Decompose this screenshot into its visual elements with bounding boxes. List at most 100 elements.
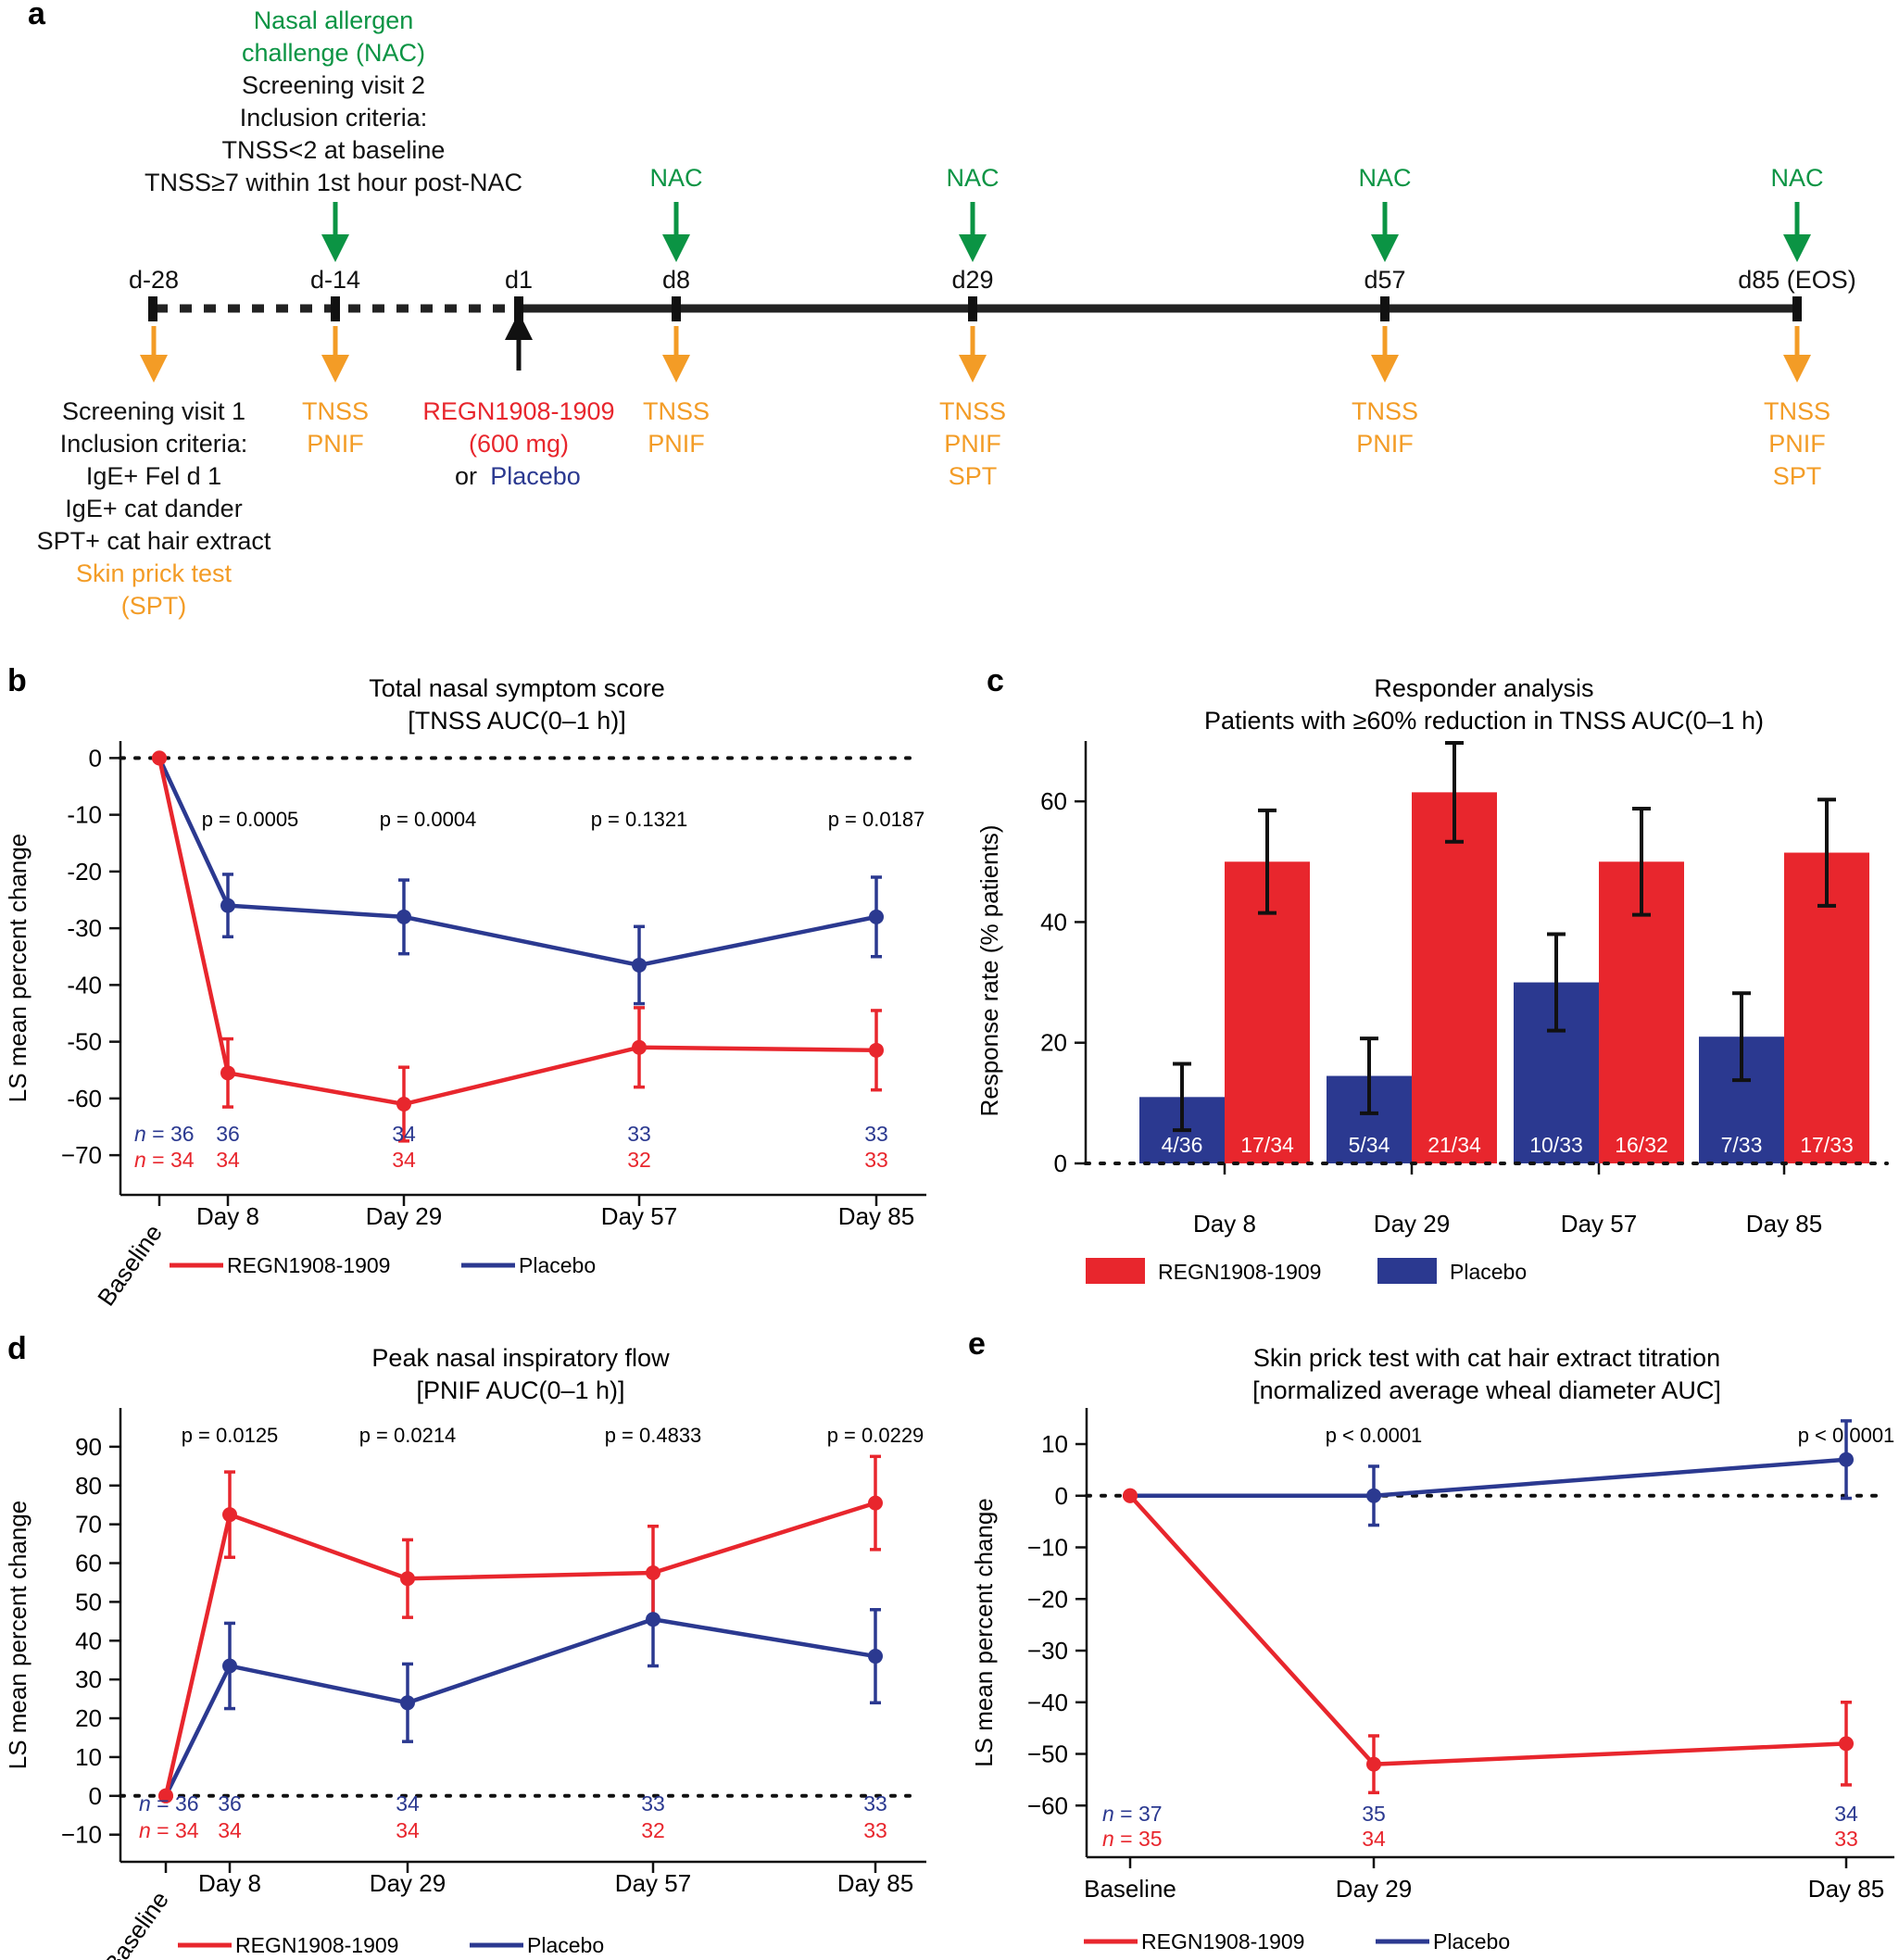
- n-count-label: n = 36: [134, 1122, 195, 1146]
- chart-title: Skin prick test with cat hair extract ti…: [1253, 1344, 1720, 1372]
- day-label-d-28: d-28: [129, 266, 179, 294]
- y-tick-label: −20: [1027, 1585, 1068, 1613]
- y-tick-label: 10: [75, 1743, 102, 1771]
- series-line: [1130, 1457, 1847, 1499]
- nac-label-d8: NAC: [649, 164, 702, 192]
- screening1-line-1: Screening visit 1: [62, 397, 245, 425]
- bar-count-label: 10/33: [1529, 1133, 1583, 1157]
- d85-assessment-3: SPT: [1773, 462, 1822, 490]
- bar-count-label: 17/33: [1800, 1133, 1854, 1157]
- x-tick-label: Day 57: [601, 1202, 677, 1230]
- x-tick-label: Day 85: [838, 1202, 914, 1230]
- x-tick-label: Day 85: [1808, 1875, 1884, 1903]
- x-tick-label: Day 57: [1561, 1210, 1637, 1238]
- y-tick-label: 50: [75, 1588, 102, 1615]
- screening2-line-3: TNSS<2 at baseline: [222, 136, 446, 164]
- series-line: [163, 1616, 876, 1797]
- y-tick-label: 40: [1040, 908, 1067, 936]
- bar-count-label: 5/34: [1349, 1133, 1390, 1157]
- data-point: [220, 1065, 235, 1081]
- nac-label-d57: NAC: [1358, 164, 1411, 192]
- y-tick-label: 0: [89, 1782, 102, 1810]
- tick-d-14: [331, 296, 340, 321]
- panel-c-responder-chart: c Responder analysis Patients with ≥60% re…: [975, 663, 1889, 1284]
- n-count-label: 34: [1362, 1827, 1386, 1851]
- screening1-line-5: SPT+ cat hair extract: [37, 527, 271, 555]
- n-count-label: 34: [216, 1148, 240, 1172]
- n-count-label: n = 34: [134, 1148, 195, 1172]
- dose-or: or: [455, 462, 477, 490]
- data-point: [222, 1658, 237, 1674]
- y-axis-label: LS mean percent change: [970, 1498, 998, 1767]
- tick-d57: [1380, 296, 1390, 321]
- p-value-label: p = 0.4833: [605, 1424, 702, 1447]
- n-count-label: 33: [864, 1122, 888, 1146]
- y-tick-label: −30: [1027, 1637, 1068, 1665]
- spt-line-2: (SPT): [121, 592, 187, 620]
- data-point: [1839, 1736, 1854, 1752]
- x-tick-label: Day 29: [366, 1202, 442, 1230]
- data-point: [396, 909, 411, 924]
- data-point: [869, 909, 884, 924]
- x-tick-label: Baseline: [98, 1886, 174, 1960]
- n-count-label: 33: [627, 1122, 651, 1146]
- n-count-label: 33: [864, 1148, 888, 1172]
- n-count-label: 32: [627, 1148, 651, 1172]
- x-tick-label: Day 8: [196, 1202, 259, 1230]
- legend-swatch: [1086, 1258, 1145, 1284]
- n-count-label: 33: [863, 1818, 887, 1842]
- d29-assessment-3: SPT: [949, 462, 998, 490]
- p-value-label: p = 0.1321: [591, 808, 688, 831]
- n-count-label: 33: [1834, 1827, 1858, 1851]
- y-tick-label: −50: [1027, 1740, 1068, 1768]
- series-line: [163, 1501, 876, 1797]
- bar-count-label: 7/33: [1721, 1133, 1763, 1157]
- p-value-label: p < 0.0001: [1326, 1424, 1423, 1447]
- chart-title: Total nasal symptom score: [369, 674, 665, 702]
- screening2-line-2: Inclusion criteria:: [240, 104, 428, 132]
- data-point: [1366, 1756, 1381, 1772]
- y-tick-label: −40: [1027, 1689, 1068, 1716]
- d8-assessment-1: TNSS: [643, 397, 710, 425]
- n-count-label: 36: [218, 1791, 242, 1816]
- y-tick-label: -40: [67, 971, 102, 999]
- data-point: [632, 1039, 647, 1055]
- x-tick-label: Baseline: [92, 1219, 168, 1311]
- screening2-line-1: Screening visit 2: [242, 71, 425, 99]
- day-label-d29: d29: [951, 266, 993, 294]
- chart-title: Responder analysis: [1374, 674, 1593, 702]
- p-value-label: p = 0.0214: [359, 1424, 457, 1447]
- y-tick-label: 0: [1054, 1150, 1067, 1177]
- panel-a: a Nasal allergen challenge (NAC) Screeni…: [28, 0, 1856, 620]
- tick-d8: [672, 296, 681, 321]
- panel-a-label: a: [28, 0, 46, 31]
- day-label-d57: d57: [1364, 266, 1405, 294]
- d85-assessment-2: PNIF: [1768, 430, 1826, 458]
- chart-subtitle: [PNIF AUC(0–1 h)]: [416, 1376, 624, 1404]
- bar-count-label: 4/36: [1162, 1133, 1203, 1157]
- tick-d-28: [148, 296, 157, 321]
- day-label-d8: d8: [662, 266, 690, 294]
- y-tick-label: 20: [75, 1704, 102, 1732]
- y-tick-label: 40: [75, 1627, 102, 1654]
- d57-assessment-1: TNSS: [1352, 397, 1418, 425]
- legend-label: REGN1908-1909: [1141, 1929, 1304, 1954]
- x-tick-label: Baseline: [1084, 1875, 1176, 1903]
- data-point: [400, 1571, 415, 1587]
- screening1-line-3: IgE+ Fel d 1: [86, 462, 221, 490]
- d29-assessment-2: PNIF: [944, 430, 1001, 458]
- legend-label: Placebo: [527, 1933, 604, 1957]
- y-tick-label: 60: [75, 1550, 102, 1577]
- bar-count-label: 21/34: [1427, 1133, 1481, 1157]
- y-tick-label: −60: [1027, 1791, 1068, 1819]
- y-tick-label: −10: [1027, 1534, 1068, 1562]
- n-count-label: 34: [396, 1791, 420, 1816]
- y-tick-label: 10: [1041, 1430, 1068, 1458]
- legend-label: REGN1908-1909: [1158, 1260, 1321, 1284]
- chart-subtitle: [TNSS AUC(0–1 h)]: [408, 707, 626, 735]
- data-point: [868, 1649, 883, 1665]
- legend-label: REGN1908-1909: [235, 1933, 398, 1957]
- y-tick-label: −70: [61, 1141, 102, 1169]
- dose-drug-name: REGN1908-1909: [422, 397, 614, 425]
